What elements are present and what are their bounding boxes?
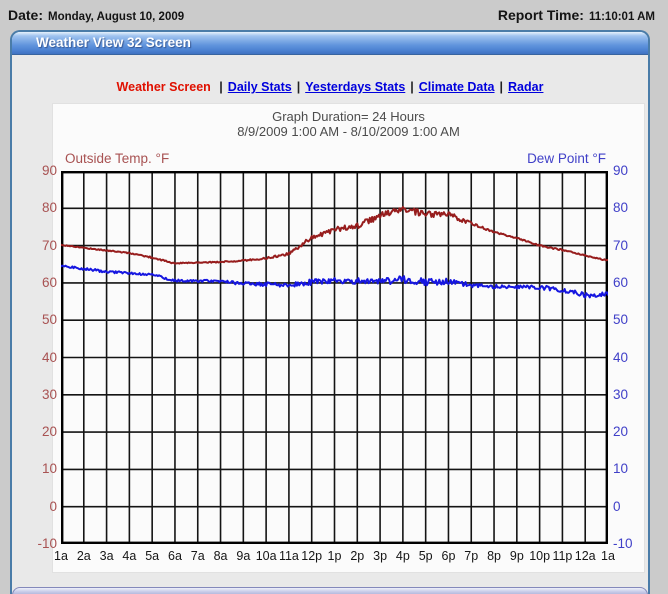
nav-separator: | (410, 80, 414, 94)
x-tick-label: 6p (441, 549, 456, 563)
y-tick-right: 80 (613, 200, 629, 216)
y-tick-right: 20 (613, 424, 629, 440)
x-tick-label: 12a (574, 549, 596, 563)
y-tick-right: -10 (613, 536, 633, 551)
x-tick-label: 5p (418, 549, 433, 563)
x-tick-label: 12p (301, 549, 323, 563)
chart-subtitle: 8/9/2009 1:00 AM - 8/10/2009 1:00 AM (237, 124, 460, 139)
x-tick-label: 5a (145, 549, 160, 563)
report-date: Date: Monday, August 10, 2009 (8, 7, 184, 23)
chart-title: Graph Duration= 24 Hours (272, 109, 425, 124)
y-tick-left: 90 (41, 163, 57, 178)
chart-plot-area (61, 171, 608, 544)
x-tick-label: 1p (327, 549, 342, 563)
window-titlebar: Weather View 32 Screen (12, 32, 648, 55)
grid-lines (61, 171, 608, 544)
x-tick-label: 11p (552, 549, 573, 563)
y-tick-left: 80 (41, 200, 57, 216)
right-axis-label: Dew Point °F (527, 151, 606, 166)
left-axis-label: Outside Temp. °F (65, 151, 170, 166)
nav-separator: | (219, 80, 223, 94)
date-label: Date: (8, 7, 44, 23)
plot-border (61, 171, 608, 544)
x-tick-label: 8a (213, 549, 228, 563)
x-tick-label: 6a (168, 549, 182, 563)
x-tick-label: 10p (529, 549, 551, 563)
x-tick-label: 7p (464, 549, 479, 563)
y-tick-right: 10 (613, 461, 629, 477)
y-tick-left: 40 (41, 349, 57, 365)
x-tick-label: 3p (373, 549, 388, 563)
outside-temp-series-line (61, 206, 608, 265)
x-tick-label: 7a (190, 549, 205, 563)
nav-separator: | (499, 80, 504, 94)
x-tick-label: 2p (350, 549, 365, 563)
nav-separator: | (296, 80, 301, 94)
x-tick-label: 11a (278, 549, 299, 563)
x-tick-label: 2a (76, 549, 91, 563)
x-tick-label: 4a (122, 549, 137, 563)
y-tick-right: 30 (613, 386, 629, 402)
date-value: Monday, August 10, 2009 (48, 11, 185, 23)
y-tick-right: 90 (613, 163, 629, 178)
nav-item-weather-screen[interactable]: Weather Screen (116, 80, 211, 94)
x-tick-label: 10a (255, 549, 277, 563)
y-tick-left: 60 (41, 274, 57, 290)
y-tick-left: 50 (41, 312, 57, 328)
nav-link-yesterdays-stats[interactable]: Yesterdays Stats (305, 80, 406, 94)
y-tick-left: 10 (41, 461, 57, 477)
x-tick-label: 4p (395, 549, 410, 563)
y-tick-right: 60 (613, 274, 629, 290)
nav-link-daily-stats[interactable]: Daily Stats (227, 80, 292, 94)
window-title: Weather View 32 Screen (36, 35, 191, 50)
report-time: Report Time: 11:10:01 AM (498, 7, 655, 23)
report-header-bar: Date: Monday, August 10, 2009 Report Tim… (0, 0, 668, 30)
weather-view-window: Weather View 32 Screen Weather Screen | D… (10, 30, 650, 594)
y-tick-right: 0 (613, 498, 621, 514)
chart-panel: Graph Duration= 24 Hours 8/9/2009 1:00 A… (37, 103, 645, 573)
y-tick-left: 0 (49, 498, 57, 514)
x-tick-label: 9p (509, 549, 524, 563)
y-tick-left: -10 (37, 536, 57, 551)
nav-menu: Weather Screen | Daily Stats | Yesterdays S… (12, 80, 648, 94)
report-time-label: Report Time: (497, 7, 584, 23)
y-tick-left: 20 (41, 424, 57, 440)
next-section-titlebar-clipped (12, 587, 648, 594)
x-tick-label: 1a (601, 549, 615, 563)
dew-point-series-line (61, 264, 608, 299)
y-tick-left: 30 (41, 386, 57, 402)
y-tick-right: 40 (613, 349, 629, 365)
nav-link-radar[interactable]: Radar (508, 80, 544, 94)
x-tick-label: 1a (54, 549, 68, 563)
y-tick-right: 70 (613, 237, 629, 253)
report-time-value: 11:10:01 AM (588, 11, 655, 23)
x-tick-label: 3a (99, 549, 114, 563)
x-tick-label: 8p (487, 549, 501, 563)
y-tick-left: 70 (41, 237, 57, 253)
y-tick-right: 50 (613, 312, 629, 328)
x-tick-label: 9a (236, 549, 251, 563)
nav-link-climate-data[interactable]: Climate Data (418, 80, 495, 94)
